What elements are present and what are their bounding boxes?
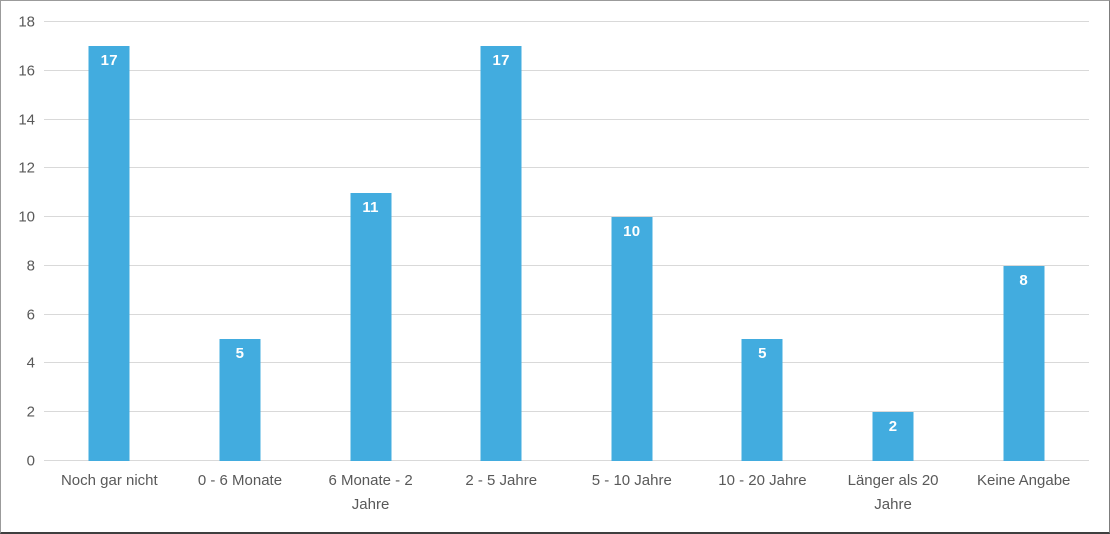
bar-value-label: 17 <box>100 52 118 70</box>
bar-value-label: 5 <box>758 345 767 363</box>
bar-value-label: 10 <box>623 223 641 241</box>
y-tick-label: 10 <box>18 208 35 226</box>
y-tick-label: 14 <box>18 111 35 129</box>
y-tick-label: 2 <box>26 403 35 421</box>
bar: 2 <box>872 412 914 461</box>
bar: 8 <box>1003 265 1045 461</box>
y-tick-label: 8 <box>26 257 35 275</box>
y-tick-label: 18 <box>18 13 35 31</box>
bar-value-label: 8 <box>1019 271 1029 289</box>
bar: 17 <box>88 46 130 461</box>
y-tick-label: 0 <box>26 452 35 470</box>
bar-value-label: 11 <box>362 198 379 216</box>
x-axis-labels: Noch gar nicht 0 - 6 Monate 6 Monate - 2 J… <box>44 469 1089 517</box>
bar: 5 <box>741 339 783 461</box>
gridline <box>44 167 1089 169</box>
x-category-label: 6 Monate - 2 Jahre <box>328 472 413 513</box>
plot-area: 17 5 11 17 10 5 2 8 <box>44 21 1089 461</box>
bar: 5 <box>219 339 261 461</box>
y-tick-label: 12 <box>18 159 35 177</box>
bar: 10 <box>611 217 653 461</box>
x-category-label: 2 - 5 Jahre <box>465 472 538 489</box>
x-category-label: 10 - 20 Jahre <box>718 472 807 489</box>
bar-value-label: 2 <box>888 418 898 436</box>
y-tick-label: 4 <box>26 354 35 372</box>
y-tick-label: 6 <box>26 306 35 324</box>
bar: 11 <box>350 192 392 461</box>
x-category-label: 0 - 6 Monate <box>197 472 283 489</box>
gridline <box>44 264 1089 266</box>
gridline <box>44 69 1089 71</box>
gridline <box>44 118 1089 120</box>
x-category-label: 5 - 10 Jahre <box>591 472 672 489</box>
bar: 17 <box>480 46 522 461</box>
gridline <box>44 216 1089 218</box>
gridline <box>44 411 1089 413</box>
y-tick-label: 16 <box>18 62 35 80</box>
bar-value-label: 17 <box>492 52 510 70</box>
gridline <box>44 362 1089 364</box>
bar-value-label: 5 <box>235 345 245 363</box>
x-category-label: Noch gar nicht <box>60 472 158 489</box>
x-category-label: Keine Angabe <box>976 472 1071 489</box>
gridline <box>44 21 1089 22</box>
x-category-label: Länger als 20 Jahre <box>847 472 939 513</box>
gridline <box>44 313 1089 315</box>
gridline <box>44 460 1089 461</box>
y-axis: 0 2 4 6 8 10 12 14 16 18 <box>9 15 35 469</box>
